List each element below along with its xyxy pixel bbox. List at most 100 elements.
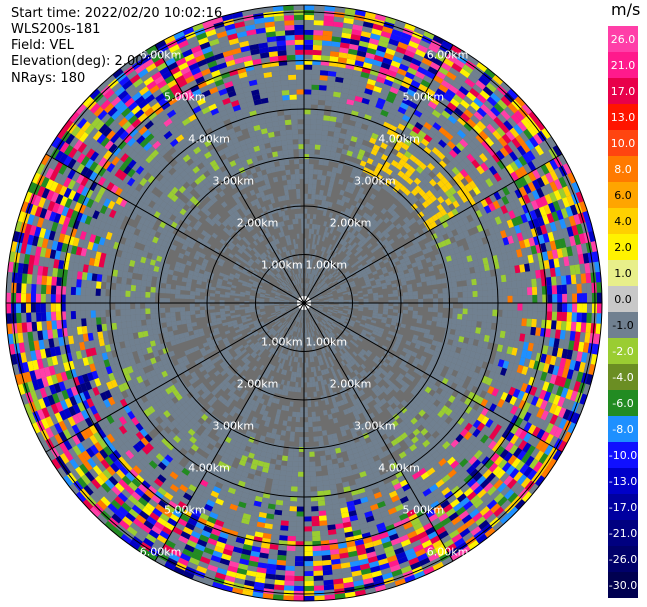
velocity-gate xyxy=(311,69,321,76)
velocity-gate xyxy=(304,168,309,174)
velocity-gate xyxy=(335,117,344,124)
velocity-gate xyxy=(327,75,336,82)
velocity-gate xyxy=(304,104,311,110)
velocity-gate xyxy=(313,25,324,31)
velocity-gate xyxy=(307,248,310,254)
velocity-gate xyxy=(315,134,322,140)
velocity-gate xyxy=(328,181,335,188)
velocity-gate xyxy=(327,186,333,193)
velocity-gate xyxy=(311,94,319,100)
velocity-gate xyxy=(305,288,308,294)
velocity-gate xyxy=(334,6,346,13)
velocity-gate xyxy=(316,229,320,235)
velocity-gate xyxy=(344,12,355,20)
velocity-gate xyxy=(316,224,321,231)
velocity-gate xyxy=(304,5,315,11)
velocity-gate xyxy=(339,132,347,140)
velocity-gate xyxy=(337,163,344,170)
velocity-gate xyxy=(308,173,314,180)
velocity-gate xyxy=(312,54,322,61)
velocity-gate xyxy=(309,129,317,135)
velocity-gate xyxy=(309,139,316,145)
velocity-gate xyxy=(304,119,311,125)
velocity-gate xyxy=(322,125,329,131)
velocity-gate xyxy=(308,268,311,274)
velocity-gate xyxy=(304,149,310,155)
velocity-gate xyxy=(312,214,317,220)
velocity-gate xyxy=(326,85,335,92)
velocity-gate xyxy=(313,244,317,250)
velocity-gate xyxy=(358,81,367,89)
velocity-gate xyxy=(351,74,361,82)
velocity-gate xyxy=(304,49,313,55)
velocity-gate xyxy=(304,109,311,115)
velocity-gate xyxy=(312,269,315,275)
velocity-gate xyxy=(309,218,313,224)
velocity-gate xyxy=(328,201,333,208)
velocity-gate xyxy=(323,160,330,167)
velocity-gate xyxy=(304,158,310,165)
velocity-gate xyxy=(352,69,362,77)
velocity-gate xyxy=(313,34,323,41)
velocity-gate xyxy=(341,82,351,90)
velocity-gate xyxy=(311,189,316,195)
velocity-gate xyxy=(341,32,352,39)
velocity-gate xyxy=(316,124,323,131)
velocity-gate xyxy=(321,175,327,181)
velocity-gate xyxy=(326,170,332,177)
velocity-gate xyxy=(366,47,377,55)
velocity-gate xyxy=(306,268,308,274)
velocity-gate xyxy=(304,173,309,179)
velocity-gate xyxy=(322,120,330,126)
velocity-gate xyxy=(336,112,345,119)
velocity-gate xyxy=(314,5,325,11)
velocity-gate xyxy=(309,134,316,140)
velocity-gate xyxy=(304,69,313,75)
velocity-gate xyxy=(330,46,340,53)
velocity-gate xyxy=(348,43,359,51)
velocity-gate xyxy=(311,223,316,230)
velocity-gate xyxy=(304,54,313,60)
velocity-gate xyxy=(324,100,333,107)
velocity-gate xyxy=(328,65,338,72)
velocity-gate xyxy=(304,89,312,95)
velocity-gate xyxy=(308,178,313,185)
velocity-gate xyxy=(315,129,323,136)
velocity-gate xyxy=(305,258,308,264)
velocity-gate xyxy=(326,191,332,197)
velocity-gate xyxy=(344,68,354,75)
velocity-gate xyxy=(312,239,316,245)
velocity-gate xyxy=(318,94,326,101)
velocity-gate xyxy=(309,268,312,274)
velocity-gate xyxy=(314,224,318,230)
velocity-gate xyxy=(306,288,309,294)
velocity-gate xyxy=(328,125,336,132)
velocity-gate xyxy=(329,176,336,183)
velocity-gate xyxy=(313,169,319,175)
velocity-gate xyxy=(321,135,328,141)
velocity-gate xyxy=(329,56,339,63)
velocity-gate xyxy=(356,50,367,58)
velocity-gate xyxy=(310,258,314,265)
velocity-gate xyxy=(304,144,310,150)
velocity-gate xyxy=(333,91,342,98)
velocity-gate xyxy=(307,183,313,190)
velocity-gate xyxy=(344,7,356,15)
velocity-gate xyxy=(304,198,308,204)
velocity-gate xyxy=(306,283,309,289)
velocity-gate xyxy=(363,16,375,24)
velocity-gate xyxy=(318,159,325,166)
velocity-gate xyxy=(304,163,309,169)
velocity-gate xyxy=(311,89,319,95)
velocity-gate xyxy=(326,135,334,142)
velocity-gate xyxy=(310,109,318,115)
velocity-gate xyxy=(304,288,306,294)
velocity-gate xyxy=(323,221,328,227)
velocity-gate xyxy=(307,273,310,279)
velocity-gate xyxy=(341,148,348,155)
velocity-gate xyxy=(331,141,339,148)
velocity-gate xyxy=(345,103,354,111)
velocity-gate xyxy=(319,189,324,196)
velocity-gate xyxy=(304,193,308,199)
velocity-gate xyxy=(354,14,365,22)
